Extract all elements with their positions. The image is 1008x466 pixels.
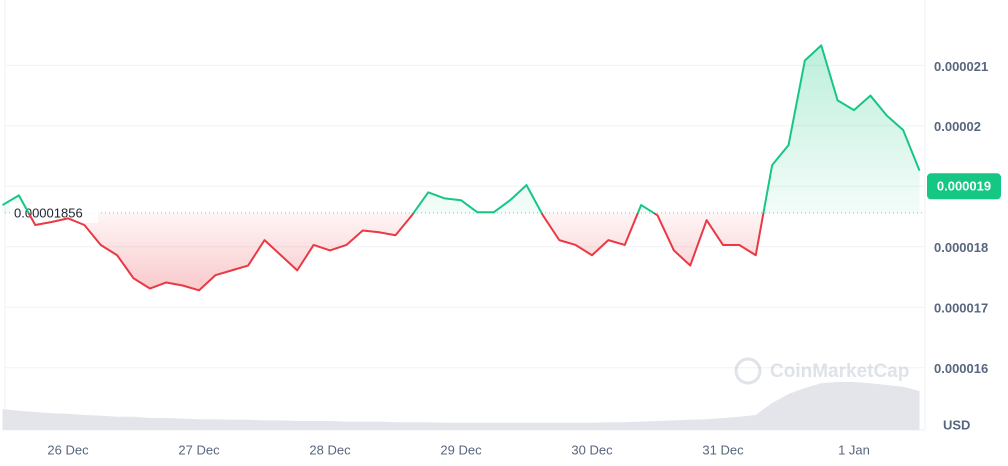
x-tick-label: 30 Dec <box>571 442 613 457</box>
x-tick-label: 26 Dec <box>47 442 89 457</box>
watermark-logo <box>734 357 762 385</box>
y-tick-label: 0.000017 <box>934 301 988 316</box>
x-tick-label: 27 Dec <box>178 442 220 457</box>
currency-label: USD <box>943 417 970 432</box>
x-tick-label: 31 Dec <box>702 442 744 457</box>
x-tick-label: 1 Jan <box>838 442 870 457</box>
y-tick-label: 0.000021 <box>934 59 988 74</box>
x-tick-label: 29 Dec <box>440 442 482 457</box>
y-tick-label: 0.000018 <box>934 240 988 255</box>
baseline-label: 0.00001856 <box>14 205 83 220</box>
price-tag-label: 0.000019 <box>937 179 991 194</box>
price-line <box>1 44 921 292</box>
y-tick-label: 0.00002 <box>934 119 981 134</box>
y-tick-label: 0.000016 <box>934 361 988 376</box>
price-tag <box>927 173 1001 200</box>
volume-area <box>2 382 920 430</box>
watermark: CoinMarketCap <box>734 357 909 385</box>
area-fill <box>2 45 920 291</box>
x-tick-label: 28 Dec <box>309 442 351 457</box>
watermark-text: CoinMarketCap <box>770 361 909 382</box>
